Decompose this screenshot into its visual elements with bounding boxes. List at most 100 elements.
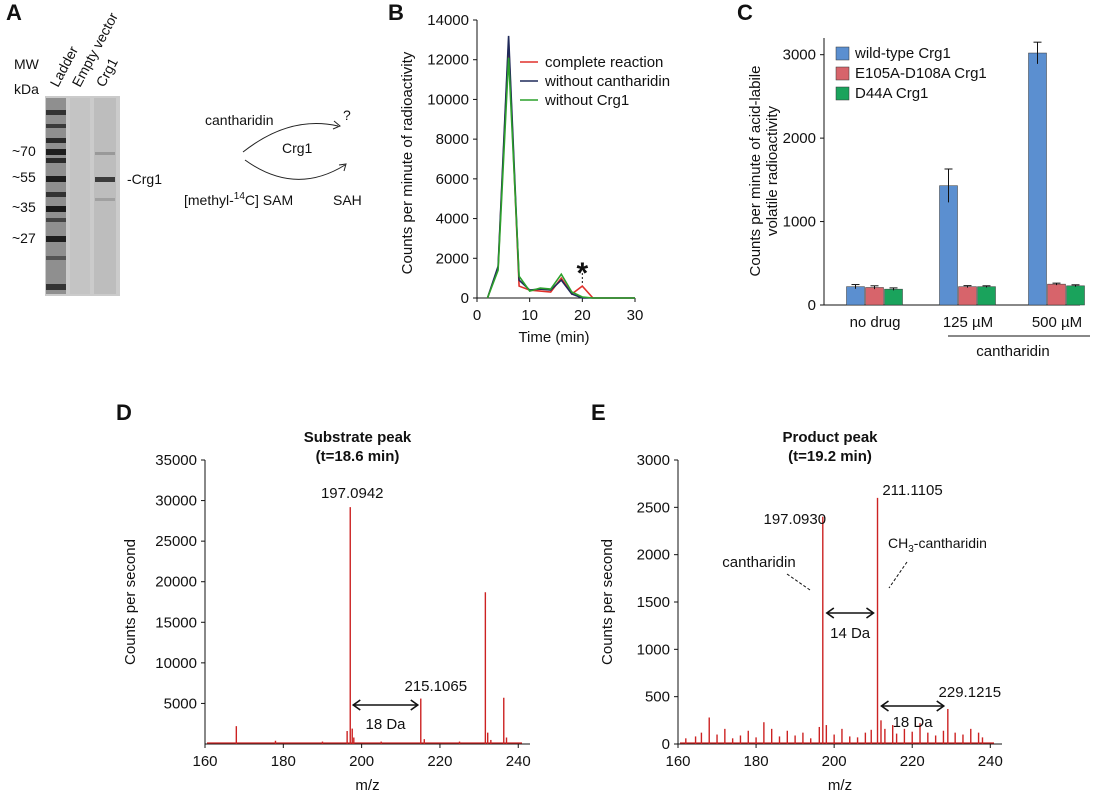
panel-label-e: E: [591, 400, 606, 425]
ladder-lane: [46, 98, 66, 294]
chart-title-line1: Product peak: [782, 429, 878, 446]
annotation-leader: [786, 573, 811, 591]
x-tick-label: 10: [521, 307, 538, 324]
arrow-head-right: [936, 700, 946, 712]
crg1-band-label: -Crg1: [127, 171, 162, 187]
x-tick-label: 30: [627, 307, 644, 324]
x-axis-title: m/z: [828, 777, 852, 794]
legend-label: wild-type Crg1: [854, 45, 951, 62]
bar: [884, 288, 903, 306]
category-label: 500 µM: [1032, 314, 1082, 331]
crg1-lane: [94, 98, 116, 294]
peak-label: 197.0930: [764, 511, 827, 528]
bar: [1047, 283, 1066, 306]
bar: [939, 185, 958, 306]
peak-label: 229.1215: [939, 684, 1002, 701]
annotation-cantharidin: cantharidin: [722, 554, 795, 571]
y-tick-label: 25000: [155, 533, 197, 550]
marker-27: ~27: [12, 230, 36, 246]
x-tick-label: 200: [822, 753, 847, 770]
chart-d: 5000 10000 15000 20000 25000 30000 35000 160 180…: [122, 429, 531, 794]
y-tick-label: 1500: [637, 594, 670, 611]
legend-label: D44A Crg1: [855, 85, 928, 102]
chart-title-line2: (t=19.2 min): [788, 448, 872, 465]
y-tick-label: 2000: [436, 250, 469, 267]
annotation-leader: [888, 561, 908, 589]
y-tick-label: 10000: [155, 655, 197, 672]
empty-vector-lane: [70, 98, 90, 294]
chart-e: 0 500 1000 1500 2000 2500 3000 160 180 200 220 240 m…: [599, 429, 1003, 794]
y-tick-label: 15000: [155, 614, 197, 631]
scheme-donor-product: SAH: [333, 192, 362, 208]
y-tick-label: 12000: [427, 52, 469, 69]
y-tick-label: 2000: [637, 547, 670, 564]
x-tick-label: 160: [665, 753, 690, 770]
chart-title-line2: (t=18.6 min): [316, 448, 400, 465]
x-tick-label: 220: [427, 753, 452, 770]
mass-shift-label: 18 Da: [365, 716, 406, 733]
scheme-product: ?: [343, 107, 351, 123]
peak-asterisk: *: [576, 257, 588, 290]
marker-70: ~70: [12, 143, 36, 159]
legend-label: complete reaction: [545, 54, 663, 71]
mass-shift-label: 14 Da: [830, 625, 871, 642]
category-label: no drug: [850, 314, 901, 331]
bar: [977, 286, 996, 306]
y-axis-title: Counts per second: [599, 539, 616, 665]
bar: [1066, 285, 1085, 306]
y-tick-label: 6000: [436, 171, 469, 188]
marker-35: ~35: [12, 199, 36, 215]
y-tick-label: 2500: [637, 499, 670, 516]
panel-label-d: D: [116, 400, 132, 425]
y-tick-label: 0: [662, 736, 670, 753]
y-tick-label: 14000: [427, 12, 469, 29]
x-tick-label: 180: [744, 753, 769, 770]
y-tick-label: 1000: [637, 641, 670, 658]
x-tick-label: 240: [978, 753, 1003, 770]
y-tick-label: 4000: [436, 211, 469, 228]
scheme-donor: [methyl-14C] SAM: [184, 191, 293, 208]
group-label: cantharidin: [976, 343, 1049, 360]
legend-label: E105A-D108A Crg1: [855, 65, 987, 82]
legend-swatch: [835, 86, 850, 101]
arrow-head-left: [825, 607, 835, 619]
legend-label: without Crg1: [544, 92, 629, 109]
panel-label-b: B: [388, 0, 404, 25]
peak-label: 211.1105: [882, 482, 942, 499]
legend-swatch: [835, 46, 850, 61]
bar: [846, 286, 865, 306]
series-line: [486, 57, 635, 299]
annotation-ch3-cantharidin: CH3-cantharidin: [888, 535, 987, 555]
arrow-head-right: [410, 699, 420, 711]
reaction-scheme: cantharidin ? Crg1 [methyl-14C] SAM SAH: [184, 107, 362, 208]
y-tick-label: 5000: [164, 695, 197, 712]
y-axis-title-line2: volatile radioactivity: [764, 105, 781, 236]
x-tick-label: 160: [192, 753, 217, 770]
scheme-substrate: cantharidin: [205, 112, 274, 128]
bar: [865, 287, 884, 306]
y-tick-label: 3000: [783, 47, 816, 64]
mw-label: MW: [14, 56, 40, 72]
y-tick-label: 0: [808, 297, 816, 314]
arrow-head-right: [866, 607, 875, 619]
x-tick-label: 200: [349, 753, 374, 770]
panel-a: MW kDa Ladder Empty vector Crg1 ~70 ~55 …: [12, 9, 362, 296]
x-axis-title: m/z: [355, 777, 379, 794]
panel-label-a: A: [6, 0, 22, 25]
y-tick-label: 10000: [427, 91, 469, 108]
peak-label: 197.0942: [321, 485, 384, 502]
x-tick-label: 180: [271, 753, 296, 770]
arrow-head-left: [351, 699, 361, 711]
chart-b: 0 2000 4000 6000 8000 10000 12000 14000 0 10 20 30 T…: [399, 12, 670, 346]
y-tick-label: 0: [461, 290, 469, 307]
y-tick-label: 20000: [155, 574, 197, 591]
y-tick-label: 30000: [155, 493, 197, 510]
x-tick-label: 0: [473, 307, 481, 324]
y-tick-label: 1000: [783, 214, 816, 231]
bar: [958, 286, 977, 306]
x-tick-label: 240: [506, 753, 531, 770]
kda-label: kDa: [14, 81, 39, 97]
chart-title-line1: Substrate peak: [304, 429, 412, 446]
scheme-enzyme: Crg1: [282, 140, 313, 156]
